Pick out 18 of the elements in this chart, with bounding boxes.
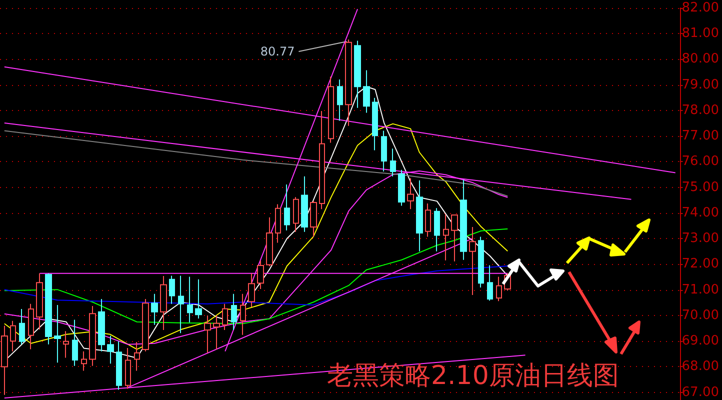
y-tick-label: 81.00 [682,26,719,42]
y-tick-label: 69.00 [682,334,719,349]
y-tick-label: 76.00 [682,154,719,170]
y-tick-label: 71.00 [682,282,719,298]
y-tick-label: 74.00 [682,205,719,220]
text: 老黑策略2.10原油日线图 [327,361,619,391]
y-tick-label: 78.00 [682,102,719,118]
y-tick-label: 82.00 [682,0,719,16]
y-tick-label: 73.00 [682,231,719,246]
y-tick-label: 80.00 [682,52,719,67]
y-tick-label: 67.00 [682,384,719,400]
y-tick-label: 79.00 [682,77,719,92]
annotation: 80.77 [260,44,295,59]
y-tick-label: 70.00 [682,308,719,323]
y-tick-label: 68.00 [682,359,719,374]
y-tick-label: 75.00 [682,180,719,195]
y-tick-label: 77.00 [682,128,719,144]
y-tick-label: 72.00 [682,256,719,272]
